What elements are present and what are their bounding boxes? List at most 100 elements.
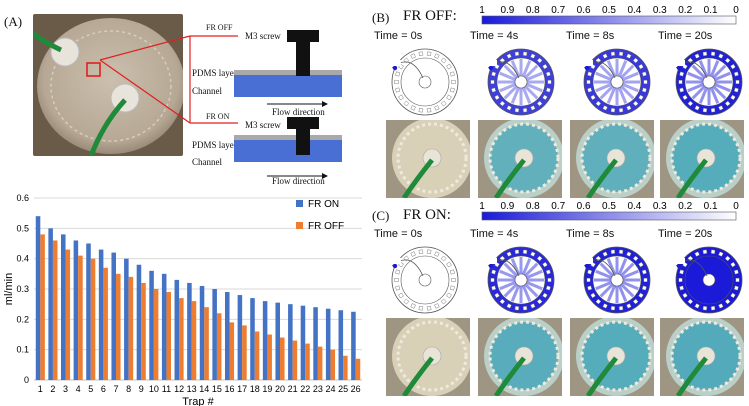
diagram-off-channel: Channel — [192, 86, 222, 96]
bar-fr-off-8 — [128, 276, 134, 380]
simulation-snapshot — [391, 48, 459, 116]
bar-fr-on-10 — [149, 270, 154, 380]
simulation-snapshot — [675, 48, 743, 116]
simulation-snapshot — [391, 246, 459, 314]
colorbar-tick: 0.1 — [704, 201, 718, 212]
y-tick-label: 0.3 — [16, 284, 29, 294]
x-tick-label: 7 — [113, 384, 118, 394]
bar-fr-on-24 — [325, 308, 331, 380]
bar-fr-on-25 — [338, 310, 344, 380]
panel-c-simulation-row: Time = 0s Time = 4s Time = 8s Time = 20s — [370, 222, 748, 318]
bar-fr-on-20 — [275, 302, 280, 380]
bar-fr-on-1 — [35, 216, 41, 380]
bar-fr-on-13 — [187, 282, 192, 380]
x-tick-label: 21 — [288, 384, 298, 394]
y-tick-label: 0.5 — [16, 223, 29, 233]
bar-fr-off-26 — [355, 358, 361, 380]
colorbar-gradient — [481, 15, 737, 25]
bar-fr-off-21 — [292, 340, 298, 380]
bar-fr-on-11 — [161, 273, 167, 380]
x-tick-label: 11 — [162, 384, 171, 394]
colorbar-c: 1 0.9 0.8 0.7 0.6 0.5 0.4 0.3 0.2 0.1 0 — [478, 198, 740, 226]
diagram-on-crosssection — [234, 117, 342, 179]
legend-swatch — [296, 222, 303, 229]
diagram-off-crosssection — [234, 30, 342, 107]
bar-fr-on-7 — [111, 252, 116, 380]
panel-b-photo-row — [370, 116, 748, 200]
experiment-photo — [570, 318, 654, 396]
experiment-photo — [660, 318, 744, 396]
colorbar-b: 1 0.9 0.8 0.7 0.6 0.5 0.4 0.3 0.2 0.1 0 — [478, 2, 740, 30]
bar-fr-on-5 — [86, 243, 91, 380]
panel-c-label: (C) — [372, 208, 390, 223]
bar-fr-on-8 — [124, 258, 129, 380]
x-tick-label: 6 — [101, 384, 106, 394]
colorbar-tick: 0.8 — [526, 5, 540, 16]
bar-fr-on-22 — [300, 305, 306, 380]
colorbar-tick: 1 — [479, 201, 485, 212]
experiment-photo — [660, 120, 744, 198]
bar-fr-on-17 — [237, 295, 243, 380]
time-label: Time = 8s — [566, 30, 615, 42]
diagram-on-layer: PDMS layer — [192, 140, 237, 150]
panel-c-photo-row — [370, 314, 748, 404]
colorbar-tick: 0.4 — [627, 201, 641, 212]
colorbar-tick: 0.8 — [526, 201, 540, 212]
diagram-on-channel: Channel — [192, 157, 222, 167]
panel-a-label: (A) — [4, 14, 23, 29]
bar-fr-off-9 — [141, 282, 146, 380]
y-axis-label: ml/min — [3, 273, 15, 305]
bar-fr-on-4 — [73, 240, 79, 380]
bar-fr-off-10 — [153, 289, 159, 380]
colorbar-tick: 0.9 — [500, 201, 514, 212]
bar-fr-on-6 — [98, 249, 104, 380]
diagram-on-state: FR ON — [206, 112, 230, 121]
x-tick-label: 1 — [38, 384, 43, 394]
diagram-off-layer: PDMS layer — [192, 68, 237, 78]
x-tick-label: 19 — [262, 384, 272, 394]
colorbar-tick: 0.9 — [500, 5, 514, 16]
colorbar-tick: 0.5 — [602, 201, 616, 212]
y-tick-label: 0.2 — [16, 314, 29, 324]
experiment-photo — [478, 120, 562, 198]
diagram-off-screw: M3 screw — [245, 31, 281, 41]
bar-fr-off-1 — [40, 234, 45, 380]
bar-fr-on-23 — [313, 307, 318, 380]
diagram-off-state: FR OFF — [206, 23, 233, 32]
legend-label: FR ON — [308, 199, 339, 210]
bar-fr-on-19 — [262, 301, 268, 380]
bar-fr-off-20 — [280, 337, 285, 380]
bar-fr-off-22 — [305, 343, 310, 380]
simulation-snapshot — [675, 246, 743, 314]
x-tick-label: 16 — [225, 384, 235, 394]
bar-fr-off-3 — [65, 249, 71, 380]
x-tick-label: 9 — [139, 384, 144, 394]
x-axis-label: Trap # — [182, 396, 214, 406]
diagram-on-flow: Flow direction — [272, 176, 325, 186]
bar-fr-off-13 — [191, 301, 197, 380]
colorbar-tick: 0 — [733, 201, 739, 212]
simulation-snapshot — [583, 48, 651, 116]
colorbar-tick: 0.3 — [653, 5, 667, 16]
callout-lines — [99, 35, 238, 124]
x-tick-label: 3 — [63, 384, 68, 394]
legend-label: FR OFF — [308, 221, 344, 232]
bar-fr-off-25 — [343, 355, 348, 380]
bar-fr-off-15 — [216, 313, 222, 380]
simulation-snapshot — [583, 246, 651, 314]
bar-fr-off-7 — [116, 273, 121, 380]
colorbar-tick: 0.6 — [577, 201, 591, 212]
y-tick-label: 0.1 — [16, 345, 29, 355]
simulation-snapshot — [487, 246, 555, 314]
bar-fr-off-23 — [317, 346, 323, 380]
bar-fr-on-16 — [224, 292, 230, 380]
x-tick-label: 18 — [250, 384, 260, 394]
y-tick-label: 0.6 — [16, 193, 29, 203]
bar-fr-off-16 — [229, 322, 235, 380]
time-label: Time = 20s — [658, 228, 713, 240]
x-tick-label: 15 — [212, 384, 222, 394]
y-tick-label: 0.4 — [16, 254, 29, 264]
bar-fr-off-24 — [330, 349, 336, 380]
panel-b-simulation-row: Time = 0s Time = 4s Time = 8s Time = 20s — [370, 24, 748, 120]
bar-fr-off-11 — [166, 292, 172, 380]
